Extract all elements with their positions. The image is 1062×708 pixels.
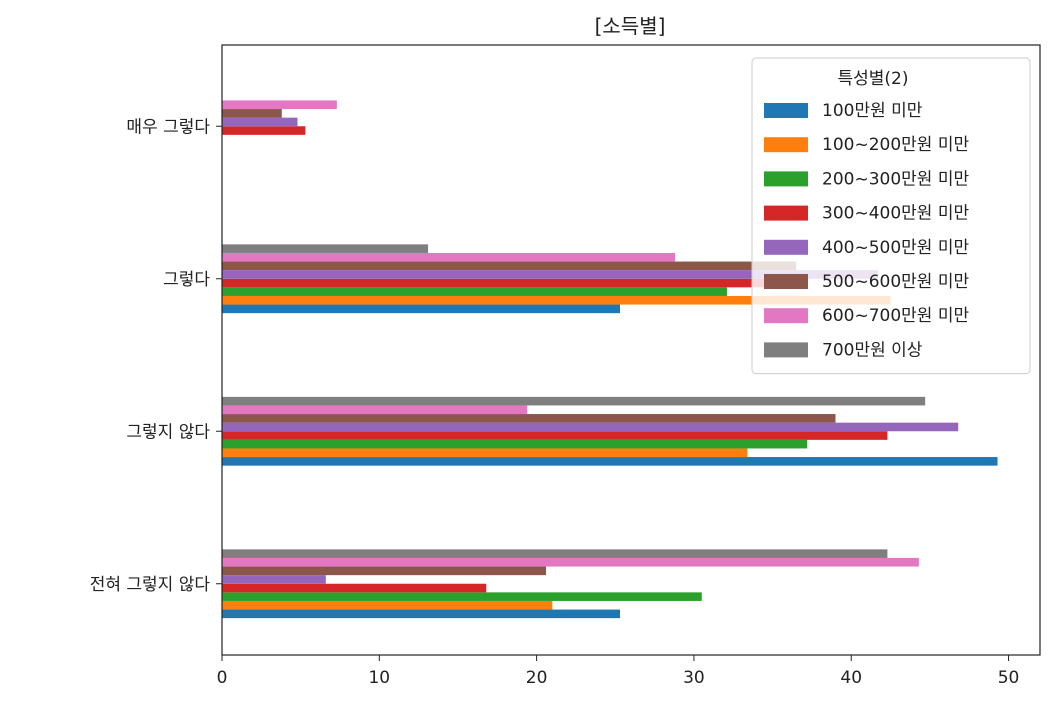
legend-entry: 500~600만원 미만 — [822, 272, 969, 292]
legend-swatch — [764, 103, 808, 118]
y-tick-label: 그렇지 않다 — [126, 422, 210, 442]
bar-2-2 — [222, 439, 808, 449]
y-tick-label: 매우 그렇다 — [126, 117, 210, 137]
bar-0-4 — [222, 117, 298, 127]
bar-2-5 — [222, 414, 836, 423]
legend-entry: 200~300만원 미만 — [822, 169, 969, 189]
bar-1-5 — [222, 261, 797, 271]
bar-1-3 — [222, 278, 773, 288]
bar-1-1 — [222, 295, 891, 305]
legend-swatch — [764, 171, 808, 187]
bar-3-0 — [222, 609, 620, 619]
legend-box — [751, 57, 1031, 375]
bar-2-1 — [222, 448, 748, 458]
legend-swatch — [764, 342, 808, 358]
bar-1-6 — [222, 252, 676, 262]
legend-swatch — [764, 274, 808, 289]
axes-frame — [221, 44, 1041, 656]
x-tick-label: 30 — [683, 668, 705, 688]
bar-2-3 — [222, 431, 888, 440]
x-tick-label: 10 — [368, 668, 390, 688]
bar-3-3 — [222, 583, 487, 593]
legend: 특성별(2) 100만원 미만 100~200만원 미만 200~300만원 미만 30… — [751, 57, 1031, 375]
legend-swatch — [764, 308, 808, 324]
bar-3-2 — [222, 592, 702, 601]
bar-1-7 — [222, 244, 429, 253]
bar-2-7 — [222, 396, 926, 406]
bar-2-0 — [222, 457, 998, 466]
legend-entry: 300~400만원 미만 — [822, 204, 969, 224]
legend-entry: 600~700만원 미만 — [822, 306, 969, 326]
legend-title: 특성별(2) — [837, 69, 908, 89]
bar-3-6 — [222, 557, 919, 567]
x-tick-label: 20 — [526, 668, 548, 688]
bar-1-2 — [222, 287, 727, 296]
bar-0-3 — [222, 126, 306, 135]
bar-2-6 — [222, 405, 528, 415]
legend-swatch — [764, 205, 808, 221]
bar-3-4 — [222, 575, 326, 584]
bar-1-0 — [222, 304, 620, 314]
bar-1-4 — [222, 270, 878, 279]
bar-2-4 — [222, 422, 959, 432]
bar-0-5 — [222, 109, 282, 118]
bar-3-1 — [222, 600, 553, 610]
bar-3-7 — [222, 549, 888, 558]
legend-swatch — [764, 239, 808, 255]
bar-3-5 — [222, 566, 547, 576]
bar-0-6 — [222, 100, 337, 110]
y-tick-label: 그렇다 — [163, 270, 210, 290]
legend-entry: 700만원 이상 — [822, 340, 923, 360]
legend-swatch — [764, 137, 808, 153]
legend-entry: 400~500만원 미만 — [822, 238, 969, 258]
y-tick-label: 전혀 그렇지 않다 — [90, 575, 211, 595]
legend-entry: 100만원 미만 — [822, 101, 923, 121]
x-tick-label: 40 — [840, 668, 862, 688]
x-tick-label: 50 — [998, 668, 1020, 688]
x-tick-label: 0 — [217, 668, 228, 688]
legend-entry: 100~200만원 미만 — [822, 135, 969, 155]
chart-title: [소득별] — [595, 14, 666, 38]
